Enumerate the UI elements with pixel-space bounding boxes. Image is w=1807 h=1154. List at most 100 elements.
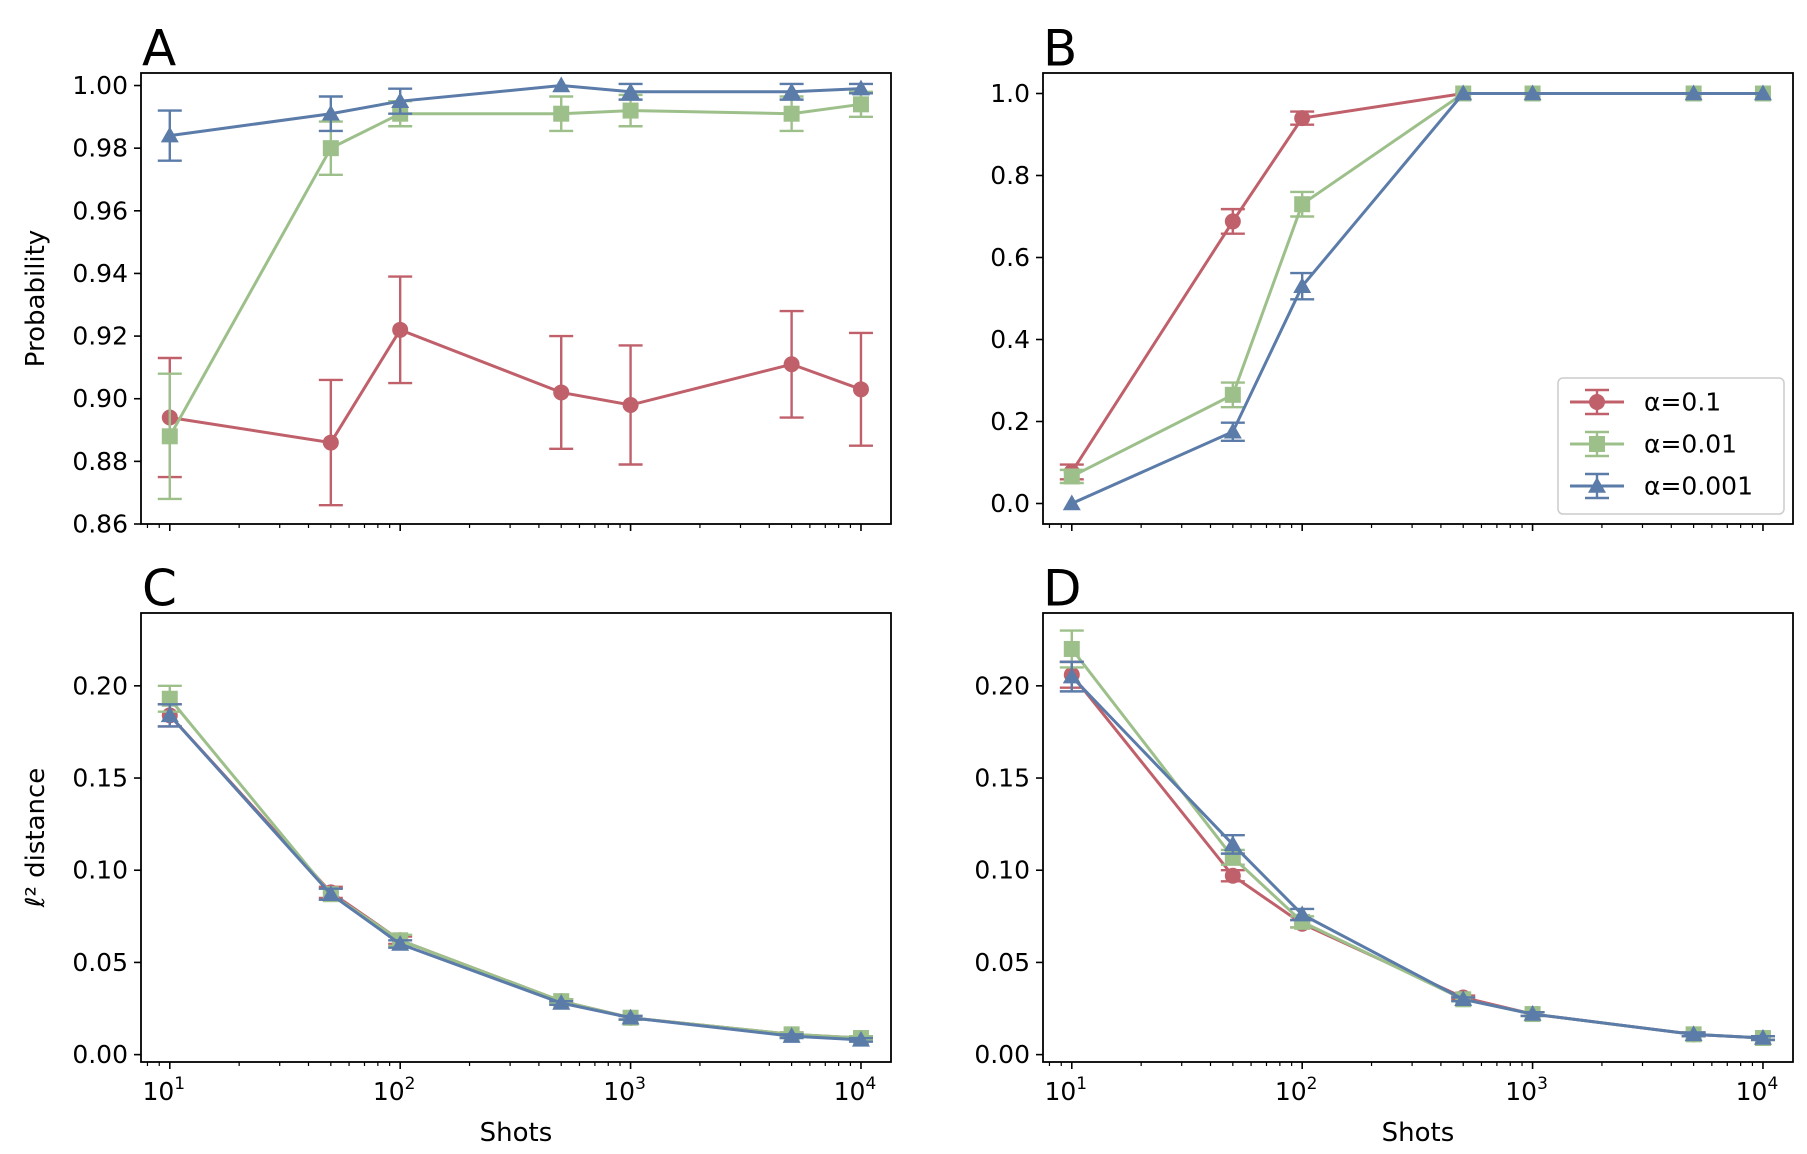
y-tick-label: 0.00	[974, 1040, 1030, 1069]
series-3	[157, 76, 873, 162]
series-line	[1070, 675, 1764, 1040]
series-2	[157, 90, 873, 501]
x-tick-label: 104	[1736, 1074, 1779, 1106]
y-tick-label: 0.05	[72, 948, 128, 977]
data-point	[1753, 1029, 1772, 1045]
data-point	[1224, 867, 1241, 884]
data-point	[782, 82, 801, 99]
data-point	[852, 381, 869, 398]
data-point	[1294, 110, 1311, 127]
data-point	[783, 105, 800, 122]
axes-frame	[1042, 612, 1794, 1063]
data-point	[1063, 640, 1080, 657]
data-point	[1062, 494, 1081, 511]
y-tick-label: 0.6	[990, 243, 1030, 272]
data-point	[1062, 667, 1081, 684]
series-line	[1070, 673, 1764, 1040]
data-point	[1454, 84, 1473, 101]
data-point	[553, 384, 570, 401]
data-point	[552, 993, 571, 1010]
legend-marker	[1589, 436, 1605, 452]
plot-area	[157, 76, 873, 507]
series-3	[1062, 84, 1772, 511]
y-tick-label: 0.94	[72, 259, 128, 288]
data-point	[160, 126, 179, 143]
data-point	[321, 104, 340, 121]
series-line	[169, 327, 862, 445]
data-point	[160, 706, 179, 723]
data-point	[1223, 422, 1242, 439]
legend-label: α=0.001	[1644, 472, 1753, 501]
panel-c: C 0.00 0.05 0.10 0.15 0.20 101 102 103 104 Shots ℓ²…	[21, 560, 892, 1148]
y-tick-label: 1.00	[72, 71, 128, 100]
y-tick-label: 0.05	[974, 948, 1030, 977]
plot-area	[157, 684, 873, 1047]
y-tick-label: 0.2	[990, 407, 1030, 436]
plot-area	[1059, 84, 1772, 511]
data-point	[851, 79, 870, 96]
data-point	[621, 82, 640, 99]
series-1	[157, 275, 873, 507]
data-point	[782, 1027, 801, 1043]
data-point	[322, 434, 339, 451]
x-axis-label: Shots	[1382, 1118, 1455, 1148]
data-point	[1523, 1005, 1542, 1021]
series-3	[157, 703, 873, 1047]
legend-marker	[1588, 477, 1606, 493]
series-line	[168, 714, 862, 1042]
data-point	[1753, 84, 1772, 101]
y-tick-label: 0.10	[72, 856, 128, 885]
data-point	[622, 396, 639, 413]
data-point	[1684, 84, 1703, 101]
data-point	[321, 885, 340, 901]
y-axis-label: ℓ² distance	[21, 768, 51, 909]
data-point	[1454, 990, 1473, 1007]
data-point	[1224, 213, 1241, 230]
y-tick-label: 0.86	[72, 510, 128, 539]
y-tick-label: 0.92	[72, 322, 128, 351]
data-point	[391, 934, 410, 951]
panel-label: B	[1043, 20, 1077, 78]
panel-d: D 0.00 0.05 0.10 0.15 0.20 101 102 103 104 Shots	[974, 560, 1794, 1148]
y-tick-label: 0.4	[990, 325, 1030, 354]
axes-frame	[1042, 72, 1794, 525]
y-tick-label: 0.90	[72, 384, 128, 413]
data-point	[851, 1030, 870, 1047]
data-point	[392, 321, 409, 338]
panel-a: A 0.86 0.88 0.90 0.92 0.94 0.96 0.98 1.00 Probabi…	[21, 20, 892, 539]
x-tick-label: 101	[1044, 1074, 1087, 1106]
data-point	[391, 92, 410, 108]
y-tick-label: 0.20	[72, 671, 128, 700]
data-point	[621, 1008, 640, 1025]
y-tick-label: 0.15	[974, 764, 1030, 793]
axes-frame	[140, 612, 892, 1063]
data-point	[1684, 1025, 1703, 1042]
axes-frame	[140, 72, 892, 525]
x-tick-label: 103	[603, 1074, 646, 1106]
data-point	[161, 690, 178, 707]
data-point	[553, 105, 570, 122]
y-tick-label: 0.98	[72, 134, 128, 163]
data-point	[322, 140, 339, 157]
series-line	[168, 102, 862, 438]
panel-label: A	[142, 20, 176, 78]
y-tick-label: 0.0	[990, 489, 1030, 518]
data-point	[622, 102, 639, 119]
x-tick-label: 102	[373, 1074, 416, 1106]
data-point	[783, 356, 800, 373]
data-point	[1293, 905, 1312, 922]
series-2	[157, 684, 873, 1047]
data-point	[1224, 386, 1241, 403]
series-1	[1059, 660, 1775, 1047]
legend-entry: α=0.01	[1570, 430, 1737, 459]
x-axis-label: Shots	[480, 1118, 553, 1148]
legend-label: α=0.01	[1644, 430, 1737, 459]
y-tick-label: 1.0	[990, 79, 1030, 108]
x-tick-label: 104	[834, 1074, 877, 1106]
y-tick-label: 0.00	[72, 1040, 128, 1069]
plot-area	[1059, 629, 1775, 1047]
data-point	[1294, 196, 1311, 213]
legend-entry: α=0.001	[1570, 472, 1753, 501]
y-tick-label: 0.10	[974, 856, 1030, 885]
series-line	[168, 714, 862, 1040]
